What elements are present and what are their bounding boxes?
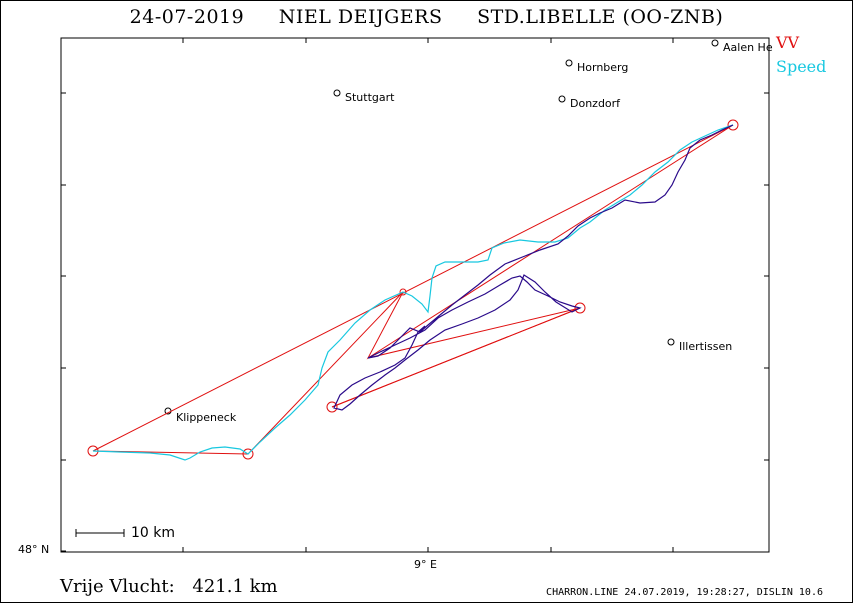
map-border — [60, 37, 770, 553]
page-title: 24-07-2019 NIEL DEIJGERS STD.LIBELLE (OO… — [0, 6, 853, 28]
lat-ticks — [61, 92, 769, 552]
place-label-illertissen: Illertissen — [679, 340, 732, 353]
legend-vv: VV — [776, 33, 800, 52]
place-label-aalen: Aalen He — [723, 41, 773, 54]
place-label-donzdorf: Donzdorf — [570, 97, 621, 110]
place-label-klippeneck: Klippeneck — [176, 411, 237, 424]
flight-date: 24-07-2019 — [129, 6, 245, 28]
distance-value: 421.1 km — [192, 576, 278, 597]
lon-label: 9° E — [414, 558, 437, 571]
place-marker — [711, 39, 719, 47]
distance-readout: Vrije Vlucht: 421.1 km — [60, 576, 290, 597]
place-marker — [333, 89, 341, 97]
glider-track — [333, 124, 734, 411]
scale-label: 10 km — [131, 525, 176, 541]
place-marker — [667, 338, 675, 346]
place-label-hornberg: Hornberg — [577, 61, 628, 74]
task-lines — [87, 119, 739, 460]
scale-bar — [75, 529, 125, 537]
speed-track — [92, 124, 734, 461]
footer-info: CHARRON.LINE 24.07.2019, 19:28:27, DISLI… — [546, 587, 823, 598]
place-label-stuttgart: Stuttgart — [345, 91, 395, 104]
glider-name: STD.LIBELLE (OO-ZNB) — [477, 6, 724, 28]
legend-speed: Speed — [776, 57, 827, 76]
place-marker — [558, 95, 566, 103]
place-marker — [565, 59, 573, 67]
distance-label: Vrije Vlucht: — [60, 576, 175, 597]
lon-ticks — [182, 38, 674, 552]
lat-label: 48° N — [18, 543, 50, 556]
pilot-name: NIEL DEIJGERS — [278, 6, 443, 28]
places: Stuttgart Hornberg Donzdorf Aalen He Ill… — [164, 39, 773, 424]
